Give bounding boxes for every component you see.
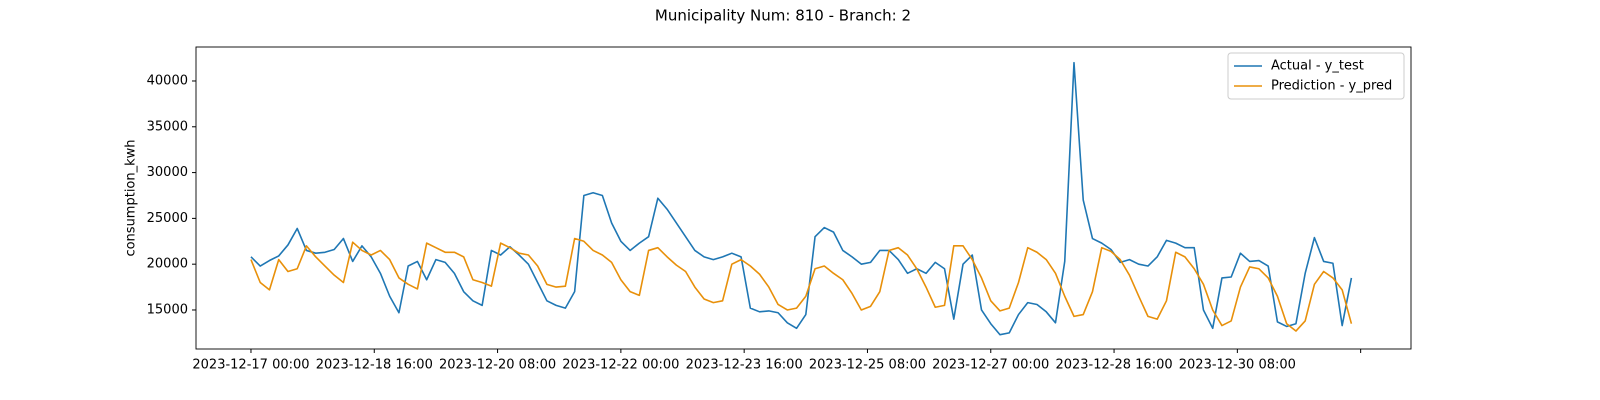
series-line bbox=[250, 237, 1353, 332]
x-tick-label: 2023-12-23 16:00 bbox=[686, 358, 803, 373]
y-axis-label: consumption_kwh bbox=[124, 139, 139, 256]
series-line bbox=[250, 61, 1353, 336]
x-tick-label: 2023-12-28 16:00 bbox=[1055, 358, 1172, 373]
y-tick-label: 20000 bbox=[147, 257, 188, 272]
y-tick-label: 35000 bbox=[147, 119, 188, 134]
chart-title: Municipality Num: 810 - Branch: 2 bbox=[655, 7, 911, 25]
legend-label: Prediction - y_pred bbox=[1271, 79, 1392, 94]
x-tick-label: 2023-12-17 00:00 bbox=[192, 358, 309, 373]
x-tick-label: 2023-12-27 00:00 bbox=[932, 358, 1049, 373]
x-tick-label: 2023-12-20 08:00 bbox=[439, 358, 556, 373]
y-tick-label: 40000 bbox=[147, 73, 188, 88]
x-tick-label: 2023-12-25 08:00 bbox=[809, 358, 926, 373]
legend-label: Actual - y_test bbox=[1271, 59, 1364, 74]
y-tick-label: 25000 bbox=[147, 211, 188, 226]
y-tick-label: 30000 bbox=[147, 165, 188, 180]
plot-frame bbox=[195, 46, 1412, 350]
x-tick-label: 2023-12-22 00:00 bbox=[562, 358, 679, 373]
x-tick-label: 2023-12-18 16:00 bbox=[316, 358, 433, 373]
x-tick-label: 2023-12-30 08:00 bbox=[1179, 358, 1296, 373]
legend-box bbox=[1227, 52, 1405, 100]
y-tick-label: 15000 bbox=[147, 302, 188, 317]
